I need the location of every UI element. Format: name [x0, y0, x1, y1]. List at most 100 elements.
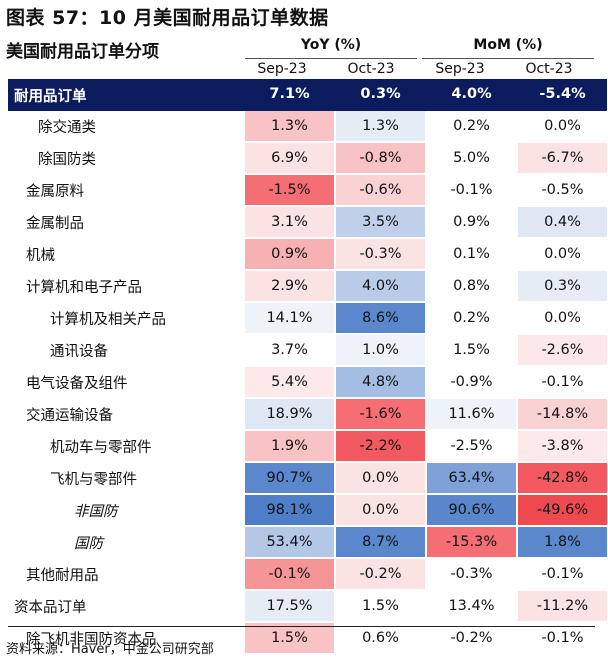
value-cell: 0.3%: [334, 79, 425, 111]
value-cell: -0.1%: [516, 367, 607, 399]
row-label: 计算机和电子产品: [8, 271, 243, 303]
row-label: 飞机与零部件: [8, 463, 243, 495]
row-label-header: 美国耐用品订单分项: [6, 42, 159, 62]
value-cell: -0.1%: [243, 559, 334, 591]
table-header: 美国耐用品订单分项 YoY (%) MoM (%) Sep-23 Oct-23 …: [0, 34, 608, 78]
row-label: 机械: [8, 239, 243, 271]
value-cell: 90.6%: [425, 495, 516, 527]
row-label: 除国防类: [8, 143, 243, 175]
value-cell: 1.3%: [334, 111, 425, 143]
value-cell: 90.7%: [243, 463, 334, 495]
value-cell: -0.3%: [334, 239, 425, 271]
col-header-mom-sep: Sep-23: [435, 61, 485, 77]
table-row: 除国防类 6.9% -0.8% 5.0% -6.7%: [8, 143, 607, 175]
table-row: 除飞机非国防资本品 1.5% 0.6% -0.2% -0.1%: [8, 623, 607, 655]
table-row: 计算机及相关产品 14.1% 8.6% 0.2% 0.0%: [8, 303, 607, 335]
value-cell: 1.5%: [334, 591, 425, 623]
row-label: 机动车与零部件: [8, 431, 243, 463]
value-cell: 63.4%: [425, 463, 516, 495]
value-cell: -11.2%: [516, 591, 607, 623]
value-cell: 1.3%: [243, 111, 334, 143]
value-cell: 5.4%: [243, 367, 334, 399]
value-cell: 0.9%: [243, 239, 334, 271]
table-row: 交通运输设备 18.9% -1.6% 11.6% -14.8%: [8, 399, 607, 431]
table-row: 通讯设备 3.7% 1.0% 1.5% -2.6%: [8, 335, 607, 367]
table-row: 机械 0.9% -0.3% 0.1% 0.0%: [8, 239, 607, 271]
row-label: 非国防: [8, 495, 243, 527]
row-label: 除飞机非国防资本品: [8, 623, 243, 655]
col-header-yoy-oct: Oct-23: [347, 61, 395, 77]
value-cell: 4.8%: [334, 367, 425, 399]
yoy-group-header: YoY (%): [300, 37, 362, 53]
row-label: 其他耐用品: [8, 559, 243, 591]
value-cell: 17.5%: [243, 591, 334, 623]
mom-group-rule: [422, 58, 594, 59]
value-cell: 1.0%: [334, 335, 425, 367]
durable-goods-table: 耐用品订单 7.1% 0.3% 4.0% -5.4% 除交通类 1.3% 1.3% 0.2% 0.…: [8, 79, 607, 655]
table-row: 电气设备及组件 5.4% 4.8% -0.9% -0.1%: [8, 367, 607, 399]
value-cell: 0.6%: [334, 623, 425, 655]
value-cell: 0.0%: [516, 111, 607, 143]
row-label: 计算机及相关产品: [8, 303, 243, 335]
value-cell: 7.1%: [243, 79, 334, 111]
table-bottom-rule: [8, 626, 595, 627]
value-cell: 0.9%: [425, 207, 516, 239]
value-cell: -0.1%: [516, 559, 607, 591]
row-label: 交通运输设备: [8, 399, 243, 431]
mom-group-header: MoM (%): [473, 37, 543, 53]
value-cell: 0.3%: [516, 271, 607, 303]
value-cell: 8.6%: [334, 303, 425, 335]
value-cell: 98.1%: [243, 495, 334, 527]
value-cell: -0.9%: [425, 367, 516, 399]
row-label: 金属原料: [8, 175, 243, 207]
table-row: 非国防 98.1% 0.0% 90.6% -49.6%: [8, 495, 607, 527]
value-cell: 0.4%: [516, 207, 607, 239]
value-cell: -0.1%: [516, 623, 607, 655]
value-cell: 0.2%: [425, 111, 516, 143]
value-cell: -1.5%: [243, 175, 334, 207]
value-cell: 6.9%: [243, 143, 334, 175]
value-cell: 11.6%: [425, 399, 516, 431]
row-label: 除交通类: [8, 111, 243, 143]
value-cell: -14.8%: [516, 399, 607, 431]
value-cell: -5.4%: [516, 79, 607, 111]
value-cell: 2.9%: [243, 271, 334, 303]
value-cell: -15.3%: [425, 527, 516, 559]
value-cell: 1.9%: [243, 431, 334, 463]
value-cell: 3.5%: [334, 207, 425, 239]
value-cell: -0.5%: [516, 175, 607, 207]
value-cell: -0.3%: [425, 559, 516, 591]
figure-title: 图表 57：10 月美国耐用品订单数据: [6, 7, 329, 29]
value-cell: 4.0%: [425, 79, 516, 111]
value-cell: 4.0%: [334, 271, 425, 303]
value-cell: 0.8%: [425, 271, 516, 303]
value-cell: 1.8%: [516, 527, 607, 559]
row-label: 资本品订单: [8, 591, 243, 623]
value-cell: 3.1%: [243, 207, 334, 239]
value-cell: 0.0%: [334, 495, 425, 527]
col-header-mom-oct: Oct-23: [525, 61, 573, 77]
value-cell: 0.2%: [425, 303, 516, 335]
value-cell: 13.4%: [425, 591, 516, 623]
source-note: 资料来源：Haver，中金公司研究部: [6, 642, 214, 657]
value-cell: 3.7%: [243, 335, 334, 367]
value-cell: -0.2%: [425, 623, 516, 655]
col-header-yoy-sep: Sep-23: [257, 61, 307, 77]
value-cell: -49.6%: [516, 495, 607, 527]
value-cell: 0.1%: [425, 239, 516, 271]
value-cell: 8.7%: [334, 527, 425, 559]
row-label: 国防: [8, 527, 243, 559]
value-cell: 14.1%: [243, 303, 334, 335]
value-cell: -0.8%: [334, 143, 425, 175]
value-cell: -6.7%: [516, 143, 607, 175]
table-row: 计算机和电子产品 2.9% 4.0% 0.8% 0.3%: [8, 271, 607, 303]
table-row: 资本品订单 17.5% 1.5% 13.4% -11.2%: [8, 591, 607, 623]
value-cell: -2.6%: [516, 335, 607, 367]
total-row: 耐用品订单 7.1% 0.3% 4.0% -5.4%: [8, 79, 607, 111]
table-row: 金属制品 3.1% 3.5% 0.9% 0.4%: [8, 207, 607, 239]
value-cell: -0.2%: [334, 559, 425, 591]
value-cell: -0.6%: [334, 175, 425, 207]
value-cell: -3.8%: [516, 431, 607, 463]
row-label: 耐用品订单: [8, 79, 243, 111]
table-row: 除交通类 1.3% 1.3% 0.2% 0.0%: [8, 111, 607, 143]
